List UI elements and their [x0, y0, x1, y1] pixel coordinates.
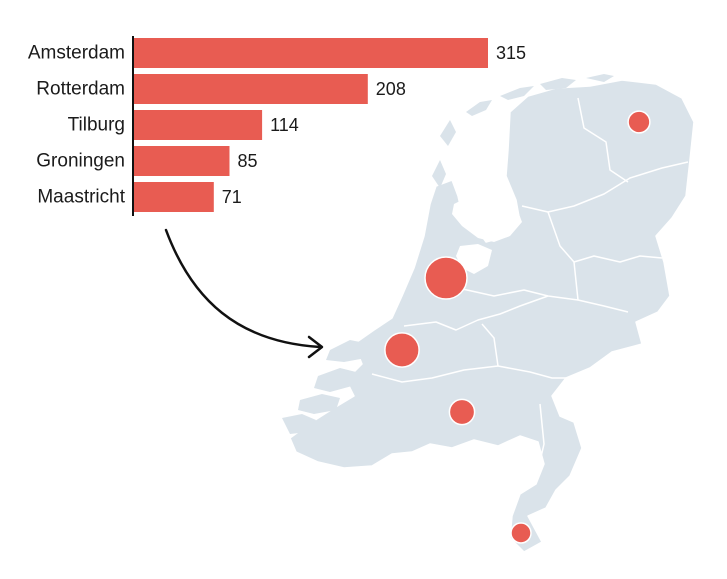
category-label-rotterdam: Rotterdam	[36, 79, 125, 100]
marker-rotterdam	[384, 332, 420, 368]
bar-amsterdam	[134, 38, 488, 68]
marker-groningen	[627, 110, 651, 134]
bar-maastricht	[134, 182, 214, 212]
category-label-tilburg: Tilburg	[68, 115, 125, 136]
map-lake	[452, 196, 522, 242]
value-label-amsterdam: 315	[496, 43, 526, 63]
zeeland-islands	[282, 340, 370, 434]
category-label-groningen: Groningen	[36, 151, 125, 172]
arrow-head	[307, 335, 324, 359]
value-label-rotterdam: 208	[376, 79, 406, 99]
value-label-groningen: 85	[238, 151, 258, 171]
marker-tilburg	[448, 398, 476, 426]
category-labels: Amsterdam Rotterdam Tilburg Groningen Maastr…	[28, 43, 126, 208]
map-lake-south	[456, 244, 492, 274]
province-borders	[371, 97, 689, 471]
bar-rotterdam	[134, 74, 368, 104]
category-label-amsterdam: Amsterdam	[28, 43, 125, 64]
bars	[134, 38, 488, 212]
category-label-maastricht: Maastricht	[37, 187, 125, 208]
bar-tilburg	[134, 110, 263, 140]
value-label-maastricht: 71	[222, 187, 242, 207]
bar-chart: 315 208 114 85 71 Amsterdam Rotterdam Tilburg G…	[28, 36, 526, 216]
arrow-curve	[164, 228, 322, 349]
value-labels: 315 208 114 85 71	[222, 43, 526, 207]
marker-maastricht	[510, 522, 532, 544]
wadden-islands	[432, 74, 614, 188]
city-markers	[384, 110, 651, 544]
connector-arrow	[164, 228, 324, 359]
marker-amsterdam	[424, 256, 468, 300]
netherlands-map	[282, 74, 695, 553]
value-label-tilburg: 114	[270, 115, 299, 135]
bar-groningen	[134, 146, 230, 176]
